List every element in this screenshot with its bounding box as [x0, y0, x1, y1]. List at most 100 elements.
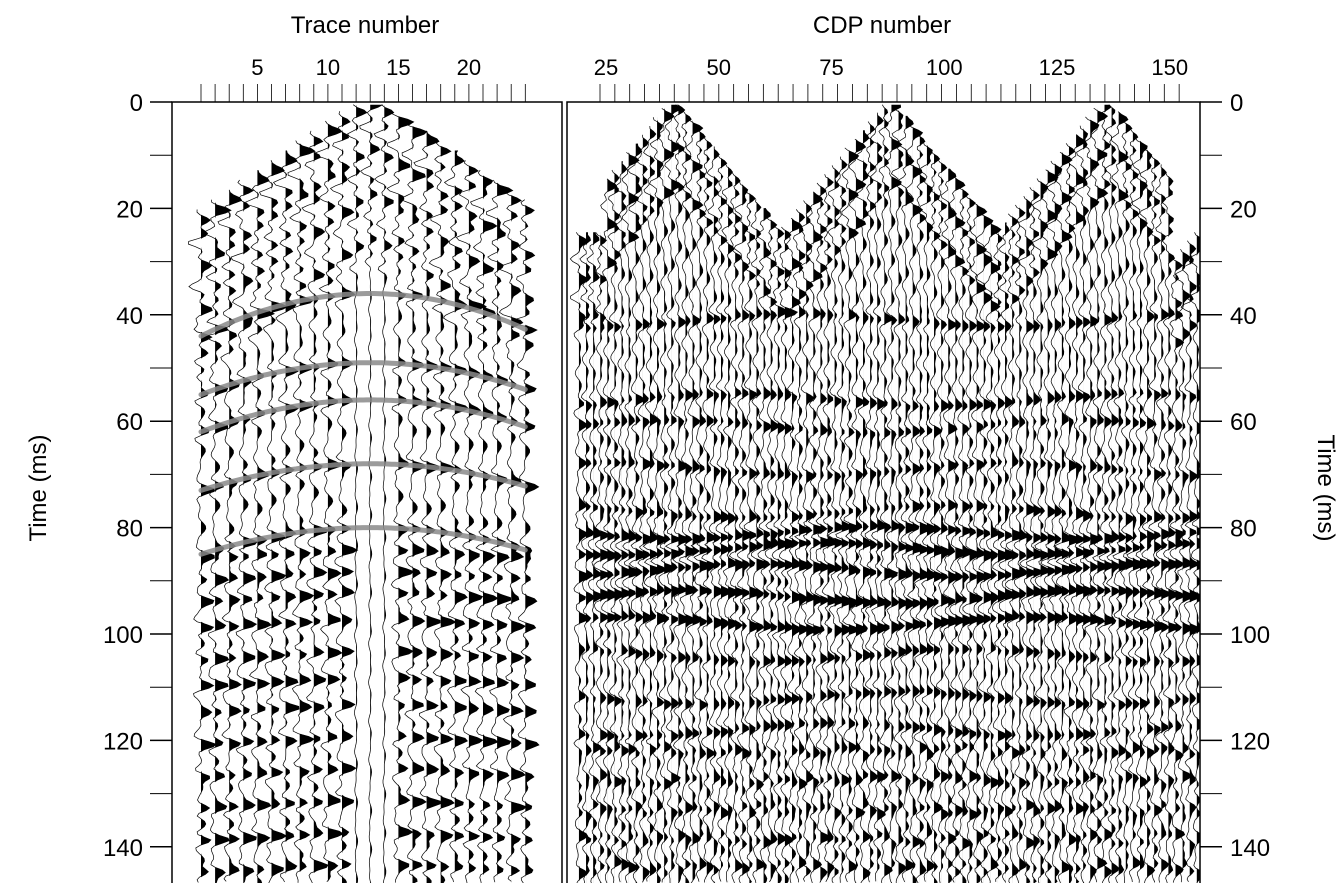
moveout-curve	[198, 291, 528, 339]
trace-wiggle	[1187, 232, 1200, 883]
x-tick-label: 50	[707, 55, 731, 80]
trace-fill	[1175, 257, 1186, 883]
trace-fill	[657, 117, 669, 883]
trace-wiggle	[905, 124, 928, 883]
trace-fill	[229, 189, 242, 883]
trace-wiggle	[621, 152, 643, 883]
y-tick-label: 140	[103, 835, 143, 862]
trace-fill	[813, 191, 826, 883]
trace-fill	[628, 152, 642, 883]
trace-fill	[1161, 164, 1172, 883]
cdp-stack-panel: CDP number 25 50 75 100 125 150 0 20 40 60 80 100 1…	[566, 12, 1339, 883]
trace-fill	[370, 104, 383, 883]
trace-fill	[342, 111, 358, 883]
trace-wiggle	[1169, 257, 1186, 883]
trace-wiggle	[771, 225, 790, 883]
trace-fill	[841, 156, 854, 883]
trace-fill	[215, 199, 231, 883]
trace-wiggle	[848, 138, 868, 883]
trace-wiggle	[1046, 160, 1065, 882]
trace-fill	[384, 104, 394, 883]
trace-wiggle	[835, 156, 855, 883]
trace-fill	[976, 203, 988, 883]
y-tick-label: 20	[1230, 196, 1257, 223]
trace-fill	[1068, 143, 1082, 883]
trace-wiggle	[272, 150, 300, 883]
trace-fill	[728, 164, 739, 883]
trace-fill	[483, 170, 498, 883]
trace-fill	[1189, 240, 1200, 883]
trace-fill	[863, 130, 873, 883]
left-y-axis-title: Time (ms)	[25, 434, 52, 541]
trace-wiggle	[1031, 178, 1050, 883]
right-y-axis: 0 20 40 60 80 100 120 140	[1200, 90, 1270, 862]
trace-wiggle	[969, 203, 989, 883]
trace-fill	[926, 142, 938, 883]
trace-fill	[685, 111, 698, 883]
trace-wiggle	[956, 185, 974, 883]
trace-fill	[997, 230, 1010, 883]
trace-wiggle	[728, 172, 747, 883]
trace-wiggle	[779, 226, 799, 883]
trace-wiggle	[443, 150, 469, 883]
trace-wiggle	[948, 177, 969, 883]
trace-wiggle	[204, 199, 232, 883]
trace-fill	[735, 172, 746, 883]
trace-wiggle	[1040, 169, 1060, 883]
trace-wiggle	[1025, 187, 1045, 882]
trace-wiggle	[721, 163, 740, 883]
trace-fill	[454, 150, 469, 883]
x-tick-label: 150	[1151, 55, 1188, 80]
trace-fill	[1047, 169, 1060, 883]
trace-fill	[497, 180, 513, 883]
trace-wiggle	[799, 200, 817, 882]
trace-fill	[1033, 187, 1044, 883]
trace-wiggle	[498, 189, 528, 882]
trace-wiggle	[1068, 134, 1088, 883]
trace-fill	[398, 111, 414, 883]
trace-fill	[1061, 152, 1075, 883]
trace-wiggle	[649, 117, 670, 883]
trace-wiggle	[1126, 129, 1147, 883]
trace-fill	[607, 178, 618, 883]
trace-fill	[969, 195, 982, 883]
trace-wiggle	[1054, 151, 1076, 883]
trace-wiggle	[329, 111, 359, 883]
trace-wiggle	[1139, 146, 1157, 883]
trace-wiggle	[672, 104, 691, 883]
trace-fill	[243, 180, 258, 883]
trace-wiggle	[701, 137, 717, 883]
trace-wiggle	[469, 169, 499, 883]
trace-wiggle	[287, 140, 316, 883]
trace-wiggle	[884, 104, 903, 883]
trace-fill	[600, 232, 613, 883]
trace-fill	[713, 146, 725, 883]
trace-fill	[1054, 160, 1065, 883]
trace-fill	[905, 115, 918, 883]
trace-fill	[742, 181, 753, 883]
trace-wiggle	[1017, 195, 1037, 883]
trace-fill	[327, 121, 344, 883]
trace-fill	[412, 121, 427, 883]
trace-fill	[468, 160, 487, 883]
moveout-curve	[198, 397, 528, 435]
y-tick-label: 80	[116, 516, 143, 543]
trace-wiggle	[685, 119, 706, 883]
x-axis-title-cdp-number: CDP number	[813, 12, 951, 39]
trace-wiggle	[1083, 116, 1103, 883]
trace-wiggle	[642, 125, 663, 882]
y-tick-label: 0	[1230, 90, 1243, 117]
trace-fill	[586, 232, 595, 883]
trace-fill	[898, 107, 910, 883]
moveout-curve	[198, 461, 528, 493]
trace-fill	[1104, 104, 1118, 883]
trace-wiggle	[743, 190, 763, 883]
trace-wiggle	[869, 112, 889, 882]
trace-wiggle	[373, 104, 395, 883]
y-tick-label: 40	[1230, 303, 1257, 330]
trace-fill	[1125, 120, 1137, 883]
x-tick-label: 100	[926, 55, 963, 80]
trace-fill	[706, 137, 716, 883]
trace-wiggle	[693, 128, 714, 882]
